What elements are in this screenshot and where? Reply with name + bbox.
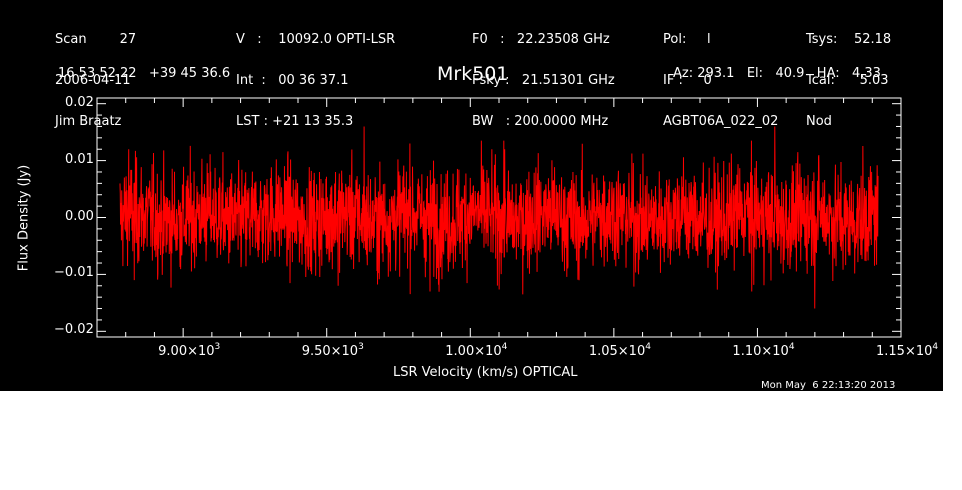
if-number: IF : 0 bbox=[663, 73, 712, 88]
tsys-value: Tsys: 52.18 bbox=[806, 32, 892, 47]
header-col5: Tsys: 52.18 Tcal: 5.03 Nod bbox=[806, 7, 891, 154]
velocity-value: V : 10092.0 OPTI-LSR bbox=[236, 32, 396, 47]
sky-frequency: Fsky : 21.51301 GHz bbox=[472, 73, 615, 88]
x-tick-label: 1.10×104 bbox=[732, 342, 795, 360]
lst-value: LST : +21 13 35.3 bbox=[236, 114, 354, 129]
y-tick-label: 0.01 bbox=[65, 151, 94, 167]
rest-frequency: F0 : 22.23508 GHz bbox=[472, 32, 610, 47]
switching-mode: Nod bbox=[806, 114, 832, 129]
spectrum-chart bbox=[96, 97, 902, 338]
spectrum-series-line bbox=[119, 126, 879, 309]
x-tick-label: 9.00×103 bbox=[158, 342, 221, 360]
y-tick-label: 0.02 bbox=[65, 94, 94, 110]
header-col2: V : 10092.0 OPTI-LSR Int : 00 36 37.1 LS… bbox=[236, 7, 395, 154]
y-tick-label: 0.00 bbox=[65, 208, 94, 224]
chart-title: Mrk501 bbox=[437, 63, 509, 85]
y-tick-label: −0.01 bbox=[54, 265, 94, 281]
header-col4: Pol: l IF : 0 AGBT06A_022_02 bbox=[663, 7, 778, 154]
plot-timestamp: Mon May 6 22:13:20 2013 bbox=[761, 380, 896, 391]
observation-date: 2006-04-11 bbox=[55, 73, 131, 88]
observer-name: Jim Braatz bbox=[55, 114, 122, 129]
x-axis-label: LSR Velocity (km/s) OPTICAL bbox=[393, 365, 578, 380]
header-col1: Scan 27 2006-04-11 Jim Braatz bbox=[55, 7, 136, 154]
scan-number: Scan 27 bbox=[55, 32, 137, 47]
x-tick-label: 1.00×104 bbox=[445, 342, 508, 360]
tcal-value: Tcal: 5.03 bbox=[806, 73, 889, 88]
project-id: AGBT06A_022_02 bbox=[663, 114, 779, 129]
x-tick-label: 1.05×104 bbox=[588, 342, 651, 360]
x-tick-label: 1.15×104 bbox=[876, 342, 939, 360]
pointing-info: Az: 293.1 El: 40.9 HA: 4.33 bbox=[673, 66, 881, 81]
integration-time: Int : 00 36 37.1 bbox=[236, 73, 349, 88]
polarization: Pol: l bbox=[663, 32, 711, 47]
source-coordinates: 16 53 52.22 +39 45 36.6 bbox=[58, 66, 231, 81]
bandwidth: BW : 200.0000 MHz bbox=[472, 114, 609, 129]
x-tick-label: 9.50×103 bbox=[301, 342, 364, 360]
y-tick-label: −0.02 bbox=[54, 322, 94, 338]
header-col3: F0 : 22.23508 GHz Fsky : 21.51301 GHz BW… bbox=[472, 7, 615, 154]
